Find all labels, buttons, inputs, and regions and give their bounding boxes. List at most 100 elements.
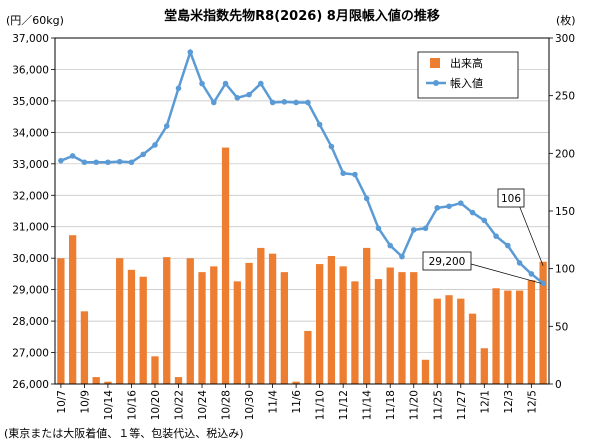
y-left-tick-label: 28,000 [12,316,49,328]
price-point [293,99,299,106]
annotations: 106 29,200 [422,188,544,284]
x-tick-label: 11/4 [268,390,280,414]
price-point [69,153,76,159]
y-right-tick-label: 50 [555,321,568,333]
x-tick-label: 11/20 [409,390,421,420]
y-left-tick-label: 30,000 [12,253,49,265]
price-point [58,157,64,164]
volume-bar [527,280,536,384]
price-point [175,85,182,92]
price-point [540,280,546,287]
volume-bar [339,266,347,384]
price-point [528,271,535,277]
volume-bar [92,377,100,384]
legend-bar-label: 出来高 [450,56,483,70]
volume-bar [151,356,159,384]
price-point [446,203,452,210]
price-point [422,225,429,232]
x-tick-label: 10/14 [103,390,115,421]
volume-bar [457,298,465,384]
y-right-tick-label: 100 [555,264,575,276]
y-right-tick-label: 300 [555,33,575,45]
price-point [105,159,111,166]
volume-bar [257,247,265,384]
volume-bars [57,147,547,384]
y-left-tick-label: 27,000 [12,348,49,360]
volume-bar [221,147,230,384]
volume-bar [174,377,183,384]
annotation-volume: 106 [501,193,521,205]
annotation-box [422,251,472,271]
price-point [352,171,358,178]
x-tick-label: 10/16 [126,390,138,421]
annotation-leader [470,263,542,284]
y-left-tick-label: 37,000 [12,33,49,45]
volume-bar [504,290,512,384]
y-left-tick-label: 26,000 [12,379,49,391]
volume-bar [186,258,194,384]
price-point [234,94,241,101]
volume-bar [116,258,124,384]
legend-line-label: 帳入値 [450,76,483,90]
y-right-axis: 0 50 100 150 200 250 300 [549,33,575,391]
price-point [316,121,323,128]
chart-title: 堂島米指数先物R8(2026) 8月限帳入値の推移 [164,8,440,24]
price-point [363,195,370,202]
price-point [375,225,382,232]
price-point [187,49,194,55]
volume-bar [268,253,277,384]
volume-bar [421,359,430,384]
price-point [269,99,276,106]
x-tick-label: 10/7 [56,390,68,414]
legend-line-marker [433,80,439,86]
volume-bar [315,264,324,384]
volume-bar [292,381,300,384]
price-point [222,80,229,87]
annotation-price: 29,200 [429,256,466,268]
price-point [410,227,417,233]
y-left-tick-label: 34,000 [12,127,49,139]
x-tick-label: 10/22 [174,390,186,420]
volume-bar [163,257,171,384]
volume-bar [539,261,547,384]
x-axis: 10/7 10/9 10/14 10/16 10/20 10/22 10/24 10/28 10… [56,384,538,420]
x-tick-label: 12/3 [503,390,515,414]
x-tick-label: 11/18 [385,390,397,420]
volume-bar [80,311,89,384]
volume-bar [410,272,418,384]
x-tick-label: 10/20 [150,390,162,420]
x-tick-label: 11/14 [362,390,374,421]
volume-bar [445,295,453,384]
price-point [93,159,99,166]
price-point [493,233,499,239]
price-point [116,158,123,165]
volume-bar [104,381,112,384]
y-left-tick-label: 29,000 [12,285,49,297]
price-points [58,49,546,287]
price-point [516,260,523,266]
price-point [305,99,311,106]
y-left-unit: (円／60kg) [6,14,64,27]
price-point [281,99,288,105]
volume-bar [433,298,441,384]
y-left-axis: 26,000 27,000 28,000 29,000 30,000 31,000 32,0… [12,33,55,391]
volume-bar [386,267,394,384]
volume-bar [57,258,65,384]
price-point [434,205,441,211]
price-point [246,91,252,98]
volume-bar [68,235,77,384]
volume-bar [480,348,488,384]
volume-bar [515,290,524,384]
volume-bar [327,255,336,384]
volume-bar [210,266,218,384]
x-tick-label: 11/10 [315,390,327,420]
price-point [328,143,335,150]
price-point [81,159,88,166]
x-tick-label: 12/1 [479,390,491,414]
volume-bar [198,272,206,384]
volume-bar [304,330,312,384]
y-right-tick-label: 250 [555,91,575,103]
price-point [210,99,217,106]
annotation-leader [518,204,544,266]
